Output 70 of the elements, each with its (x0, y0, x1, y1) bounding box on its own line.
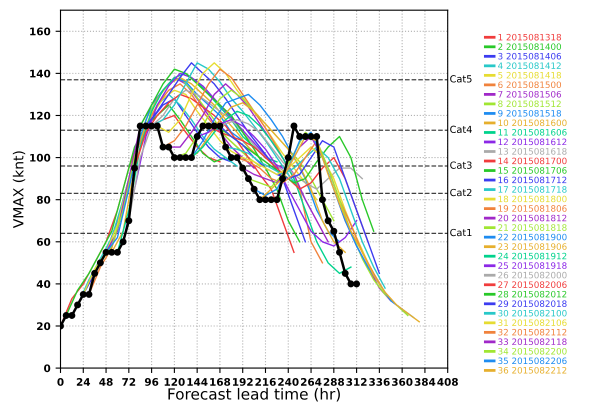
x-tick-label: 120 (164, 378, 185, 386)
legend-label: 25 2015081918 (498, 262, 567, 269)
legend-label: 35 2015082206 (498, 357, 567, 364)
legend-label: 13 2015081618 (498, 148, 567, 155)
x-tick-label: 192 (233, 378, 253, 386)
x-tick-label: 24 (76, 378, 90, 386)
legend-label: 7 2015081506 (498, 90, 562, 98)
x-tick-label: 312 (346, 378, 367, 386)
x-tick-label: 336 (369, 378, 390, 386)
legend-label: 16 2015081712 (498, 176, 566, 184)
legend-label: 36 2015082212 (498, 366, 566, 374)
ref-line-label: Cat3 (450, 161, 472, 169)
legend-label: 29 2015082018 (498, 300, 567, 307)
x-tick-label: 408 (437, 378, 458, 386)
legend-label: 8 2015081512 (498, 100, 561, 108)
legend-label: 21 2015081818 (498, 224, 567, 231)
x-tick-label: 360 (392, 378, 413, 386)
legend-label: 5 2015081418 (498, 72, 562, 79)
legend-label: 32 2015082112 (498, 328, 566, 336)
y-axis-title: VMAX (knt) (12, 151, 26, 228)
x-tick-label: 384 (414, 378, 436, 386)
legend-label: 23 2015081906 (498, 243, 567, 250)
legend-label: 2 2015081400 (498, 43, 562, 50)
legend-label: 34 2015082200 (498, 348, 567, 355)
x-tick-label: 240 (278, 378, 299, 386)
legend-label: 19 2015081806 (498, 205, 567, 212)
legend-label: 18 2015081800 (498, 196, 567, 202)
legend-label: 15 2015081706 (498, 167, 567, 174)
x-tick-label: 72 (122, 378, 136, 386)
legend-label: 28 2015082012 (498, 290, 566, 298)
legend-label: 17 2015081718 (498, 186, 567, 193)
legend-label: 3 2015081406 (498, 52, 562, 60)
ref-line-label: Cat1 (450, 228, 472, 236)
x-tick-label: 288 (324, 378, 344, 386)
x-tick-label: 216 (255, 378, 276, 386)
x-axis-title: Forecast lead time (hr) (168, 388, 340, 402)
y-tick-label: 60 (36, 238, 50, 246)
legend-label: 12 2015081612 (498, 138, 566, 146)
y-tick-label: 120 (30, 112, 50, 120)
legend-label: 6 2015081500 (498, 81, 562, 88)
legend-label: 14 2015081700 (498, 158, 567, 164)
legend-label: 10 2015081600 (498, 120, 567, 126)
y-tick-label: 0 (44, 364, 50, 372)
legend-label: 9 2015081518 (498, 110, 562, 117)
x-tick-label: 96 (144, 378, 158, 386)
legend-label: 26 2015082000 (498, 272, 567, 278)
legend-label: 20 2015081812 (498, 214, 566, 222)
x-tick-label: 144 (187, 378, 208, 386)
legend-label: 30 2015082100 (498, 310, 567, 316)
ref-line-label: Cat5 (450, 75, 472, 83)
legend-label: 24 2015081912 (498, 252, 566, 260)
legend-label: 1 2015081318 (498, 34, 562, 40)
x-tick-label: 0 (57, 378, 64, 386)
y-tick-label: 40 (36, 280, 50, 288)
y-tick-label: 140 (30, 70, 50, 78)
y-tick-label: 160 (30, 28, 50, 36)
x-tick-label: 168 (210, 378, 230, 386)
ref-line-label: Cat4 (450, 126, 472, 134)
ref-line-label: Cat2 (450, 188, 472, 196)
legend-label: 4 2015081412 (498, 62, 561, 70)
x-tick-label: 48 (99, 378, 113, 386)
legend-label: 27 2015082006 (498, 281, 567, 288)
legend-label: 33 2015082118 (498, 338, 567, 346)
x-tick-label: 264 (300, 378, 322, 386)
legend-label: 11 2015081606 (498, 129, 567, 136)
legend-label: 22 2015081900 (498, 234, 567, 240)
y-tick-label: 20 (37, 322, 50, 330)
y-tick-label: 100 (30, 154, 50, 162)
y-tick-label: 80 (36, 196, 50, 204)
legend-label: 31 2015082106 (498, 319, 567, 326)
